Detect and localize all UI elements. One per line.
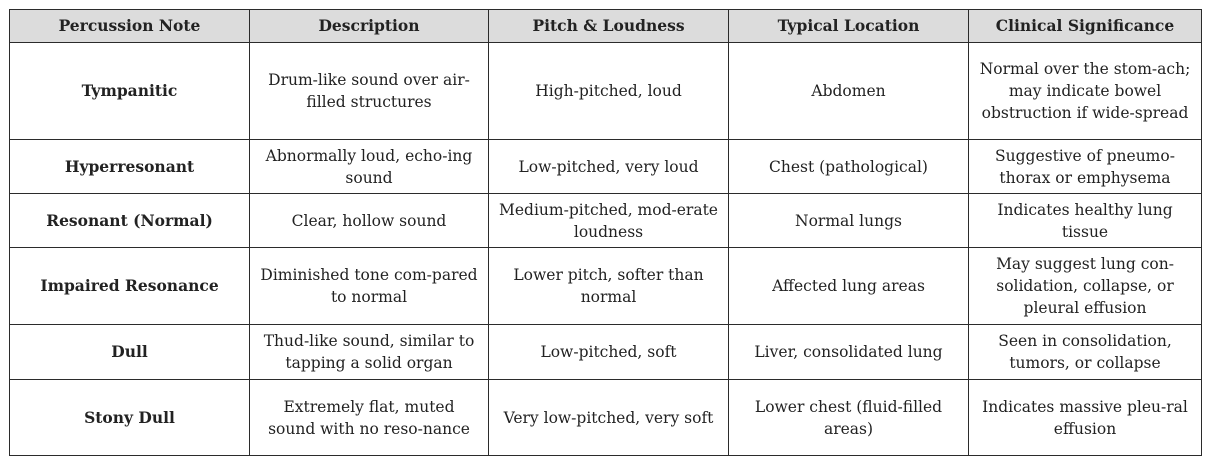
cell-percussion-note: Dull — [9, 324, 250, 380]
cell-pitch-loudness: Medium-pitched, mod-erate loudness — [488, 193, 729, 248]
cell-clinical-significance: Indicates massive pleu-ral effusion — [968, 379, 1202, 456]
header-description: Description — [249, 9, 489, 43]
cell-pitch-loudness: High-pitched, loud — [488, 42, 729, 140]
cell-description: Clear, hollow sound — [249, 193, 489, 248]
cell-typical-location: Affected lung areas — [728, 247, 969, 325]
table-row: Stony Dull Extremely flat, muted sound w… — [9, 379, 1202, 456]
cell-pitch-loudness: Low-pitched, soft — [488, 324, 729, 380]
header-percussion-note: Percussion Note — [9, 9, 250, 43]
cell-typical-location: Normal lungs — [728, 193, 969, 248]
cell-typical-location: Liver, consolidated lung — [728, 324, 969, 380]
cell-description: Thud-like sound, similar to tapping a so… — [249, 324, 489, 380]
cell-typical-location: Abdomen — [728, 42, 969, 140]
cell-clinical-significance: Seen in consolidation, tumors, or collap… — [968, 324, 1202, 380]
cell-typical-location: Lower chest (fluid-filled areas) — [728, 379, 969, 456]
percussion-table-container: Percussion Note Description Pitch & Loud… — [9, 9, 1202, 456]
header-pitch-loudness: Pitch & Loudness — [488, 9, 729, 43]
cell-percussion-note: Impaired Resonance — [9, 247, 250, 325]
table-header: Percussion Note Description Pitch & Loud… — [9, 9, 1202, 43]
cell-clinical-significance: May suggest lung con-solidation, collaps… — [968, 247, 1202, 325]
cell-percussion-note: Stony Dull — [9, 379, 250, 456]
table-row: Dull Thud-like sound, similar to tapping… — [9, 324, 1202, 380]
cell-description: Abnormally loud, echo-ing sound — [249, 139, 489, 194]
cell-percussion-note: Tympanitic — [9, 42, 250, 140]
header-typical-location: Typical Location — [728, 9, 969, 43]
header-row: Percussion Note Description Pitch & Loud… — [9, 9, 1202, 43]
percussion-notes-table: Percussion Note Description Pitch & Loud… — [9, 9, 1202, 456]
cell-clinical-significance: Suggestive of pneumo-thorax or emphysema — [968, 139, 1202, 194]
cell-pitch-loudness: Very low-pitched, very soft — [488, 379, 729, 456]
header-clinical-significance: Clinical Significance — [968, 9, 1202, 43]
table-row: Impaired Resonance Diminished tone com-p… — [9, 247, 1202, 325]
cell-typical-location: Chest (pathological) — [728, 139, 969, 194]
cell-percussion-note: Resonant (Normal) — [9, 193, 250, 248]
table-body: Tympanitic Drum-like sound over air-fill… — [9, 42, 1202, 456]
cell-description: Extremely flat, muted sound with no reso… — [249, 379, 489, 456]
table-row: Tympanitic Drum-like sound over air-fill… — [9, 42, 1202, 140]
cell-description: Drum-like sound over air-filled structur… — [249, 42, 489, 140]
cell-pitch-loudness: Lower pitch, softer than normal — [488, 247, 729, 325]
table-row: Hyperresonant Abnormally loud, echo-ing … — [9, 139, 1202, 194]
cell-percussion-note: Hyperresonant — [9, 139, 250, 194]
cell-pitch-loudness: Low-pitched, very loud — [488, 139, 729, 194]
cell-clinical-significance: Normal over the stom-ach; may indicate b… — [968, 42, 1202, 140]
table-row: Resonant (Normal) Clear, hollow sound Me… — [9, 193, 1202, 248]
cell-description: Diminished tone com-pared to normal — [249, 247, 489, 325]
cell-clinical-significance: Indicates healthy lung tissue — [968, 193, 1202, 248]
